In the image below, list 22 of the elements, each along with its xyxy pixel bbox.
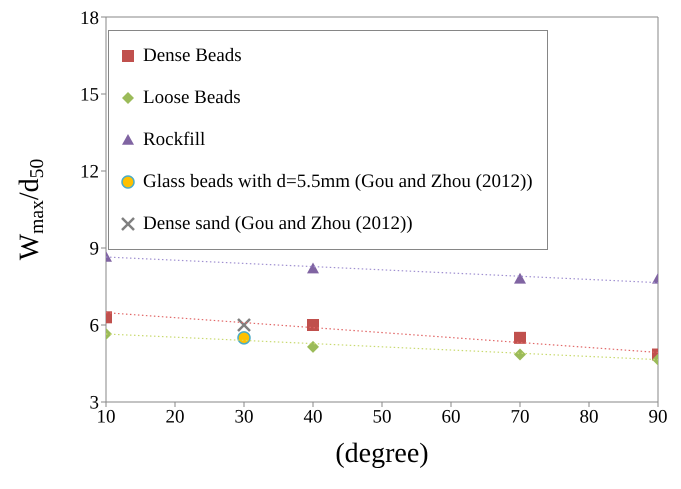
- legend-label: Glass beads with d=5.5mm (Gou and Zhou (2012)): [143, 171, 533, 193]
- legend-label: Loose Beads: [143, 87, 241, 109]
- x-tick-label: 60: [442, 406, 460, 428]
- legend-label: Dense sand (Gou and Zhou (2012)): [143, 213, 413, 235]
- x-tick-label: 40: [304, 406, 322, 428]
- x-tick-label: 70: [510, 406, 530, 428]
- point: [237, 331, 251, 345]
- legend-label: Rockfill: [143, 129, 206, 151]
- y-tick-label: 18: [80, 8, 99, 29]
- x-tick-label: 80: [580, 406, 598, 428]
- x-tick-label: 50: [372, 406, 392, 428]
- x-tick-label: 30: [234, 406, 254, 428]
- y-tick-label: 3: [90, 392, 99, 414]
- x-tick-label: 20: [166, 406, 184, 428]
- x-axis-title: (degree): [335, 438, 429, 469]
- x-tick-label: 10: [96, 406, 116, 428]
- legend-label: Dense Beads: [143, 45, 242, 67]
- y-tick-label: 12: [80, 162, 99, 183]
- x-tick-label: 90: [648, 406, 668, 428]
- y-tick-label: 15: [80, 84, 99, 106]
- y-tick-label: 6: [90, 316, 99, 337]
- y-tick-label: 9: [90, 238, 99, 260]
